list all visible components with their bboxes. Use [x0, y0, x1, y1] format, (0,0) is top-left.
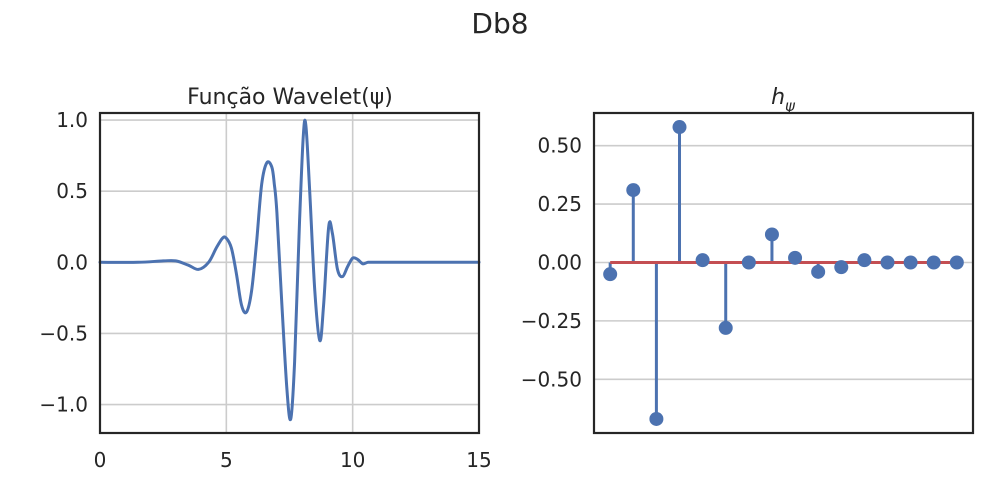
stem-marker: [764, 227, 779, 242]
filter-y-tick-label: −0.25: [521, 309, 582, 333]
filter-y-tick-label: 0.50: [537, 134, 582, 158]
wavelet-x-tick-label: 10: [340, 448, 365, 472]
wavelet-function-plot: Função Wavelet(ψ) −1.0 −0.5 0.0 0.5 1.0 0 5 10…: [39, 85, 491, 472]
stem-marker: [649, 411, 664, 426]
filter-plot-title-sub: ψ: [785, 97, 796, 115]
stem-marker: [603, 267, 618, 282]
stem-marker: [695, 253, 710, 268]
stem-marker: [834, 260, 849, 275]
filter-y-tick-label: 0.00: [537, 250, 582, 274]
filter-y-tick-label: 0.25: [537, 192, 582, 216]
stem-marker: [903, 255, 918, 270]
stem-marker: [811, 264, 826, 279]
wavelet-y-tick-label: 1.0: [56, 108, 88, 132]
wavelet-y-tick-labels: −1.0 −0.5 0.0 0.5 1.0: [39, 108, 88, 416]
stem-marker: [741, 255, 756, 270]
stem-marker: [949, 255, 964, 270]
stem-marker: [880, 255, 895, 270]
stem-marker: [926, 255, 941, 270]
wavelet-plot-frame: [98, 111, 481, 435]
stem-lines: [608, 127, 866, 419]
wavelet-series-line: [98, 118, 481, 422]
filter-plot-frame: [592, 111, 975, 435]
filter-y-tick-label: −0.50: [521, 367, 582, 391]
figure-suptitle: Db8: [471, 7, 528, 40]
filter-y-tick-labels: −0.50 −0.25 0.00 0.25 0.50: [521, 134, 582, 392]
wavelet-y-tick-label: −0.5: [39, 321, 88, 345]
filter-plot-title: hψ: [771, 85, 796, 115]
filter-plot-title-main: h: [771, 85, 785, 110]
stem-marker: [672, 120, 687, 135]
stem-marker: [626, 183, 641, 198]
stem-marker: [788, 250, 803, 265]
wavelet-grid: [99, 113, 480, 433]
wavelet-y-tick-label: −1.0: [39, 393, 88, 417]
wavelet-x-tick-label: 5: [220, 448, 233, 472]
wavelet-plot-title: Função Wavelet(ψ): [187, 85, 393, 110]
wavelet-x-tick-label: 0: [94, 448, 107, 472]
stem-marker: [718, 320, 733, 335]
stem-marker: [857, 253, 872, 268]
filter-coefficients-plot: hψ −0.50 −0.25 0.00 0.25 0.50: [521, 85, 975, 435]
wavelet-x-tick-labels: 0 5 10 15: [94, 448, 492, 472]
stem-markers: [603, 120, 964, 426]
wavelet-x-tick-label: 15: [466, 448, 491, 472]
wavelet-y-tick-label: 0.5: [56, 179, 88, 203]
wavelet-y-tick-label: 0.0: [56, 250, 88, 274]
